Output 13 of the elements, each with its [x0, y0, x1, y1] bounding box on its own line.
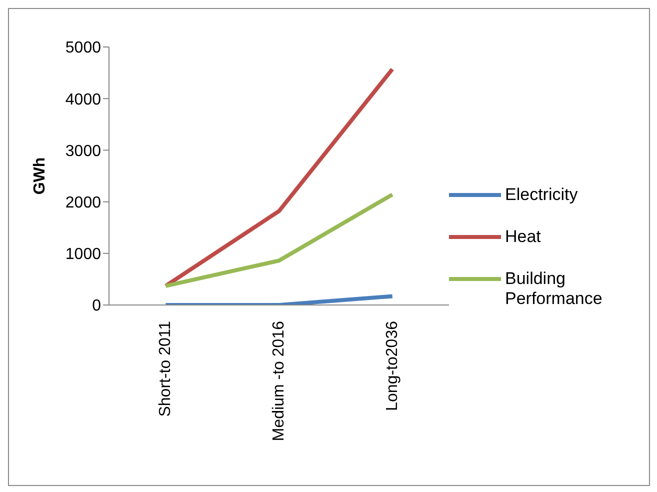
legend-label: Building Performance [505, 269, 604, 309]
legend-label: Heat [505, 227, 541, 247]
y-tick-label: 5000 [65, 40, 102, 57]
x-tick-label: Long-to2036 [384, 320, 401, 411]
y-tick-label: 1000 [65, 246, 102, 264]
y-tick-label: 4000 [65, 91, 102, 108]
y-axis-title: GWh [32, 157, 49, 195]
y-tick-label: 3000 [65, 142, 102, 160]
y-tick-label: 0 [92, 298, 102, 315]
x-tick-label: Medium -to 2016 [270, 320, 288, 442]
legend-label: Electricity [505, 185, 578, 205]
x-tick-label: Short-to 2011 [157, 320, 174, 417]
y-tick-label: 2000 [65, 194, 102, 212]
